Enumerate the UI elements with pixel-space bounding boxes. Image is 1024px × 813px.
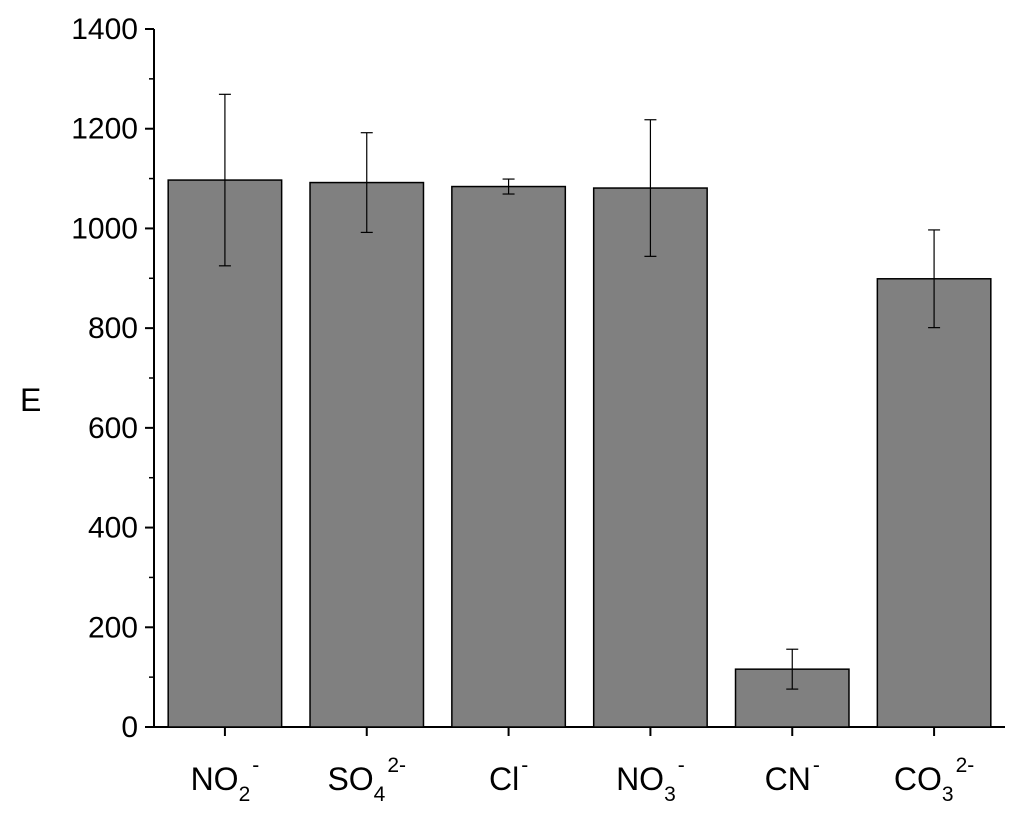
x-tick-label: SO42-: [327, 754, 406, 806]
x-tick-label: CO32-: [894, 754, 974, 806]
bars-group: [167, 179, 992, 728]
y-axis: 0 200 400 600 800 1000 1200 1400: [71, 13, 155, 744]
y-tick-label: 1000: [71, 212, 138, 245]
error-bars-group: [218, 93, 941, 690]
bar: [167, 179, 283, 728]
y-tick-label: 200: [88, 611, 138, 644]
y-tick-label: 0: [121, 711, 138, 744]
y-tick-label: 1400: [71, 13, 138, 46]
error-bar: [360, 132, 373, 234]
y-tick-label: 600: [88, 412, 138, 445]
x-tick-label: CN-: [765, 754, 820, 797]
error-bar: [644, 119, 657, 257]
bar: [451, 185, 567, 728]
x-tick-label: NO2-: [191, 754, 260, 806]
bar: [876, 278, 992, 728]
bar: [309, 181, 425, 728]
y-tick-label: 1200: [71, 113, 138, 146]
x-tick-label: NO3-: [616, 754, 685, 806]
error-bar: [928, 229, 941, 329]
x-tick-labels: NO2- SO42- Cl- NO3- CN- CO32-: [191, 754, 975, 806]
x-axis: [154, 726, 1005, 736]
y-tick-label: 400: [88, 512, 138, 545]
error-bar: [502, 178, 515, 195]
error-bar: [218, 93, 231, 267]
x-tick-label: Cl-: [489, 754, 528, 797]
y-axis-title: E: [20, 382, 41, 418]
y-tick-label: 800: [88, 312, 138, 345]
error-bar: [786, 648, 799, 690]
bar: [592, 187, 708, 728]
